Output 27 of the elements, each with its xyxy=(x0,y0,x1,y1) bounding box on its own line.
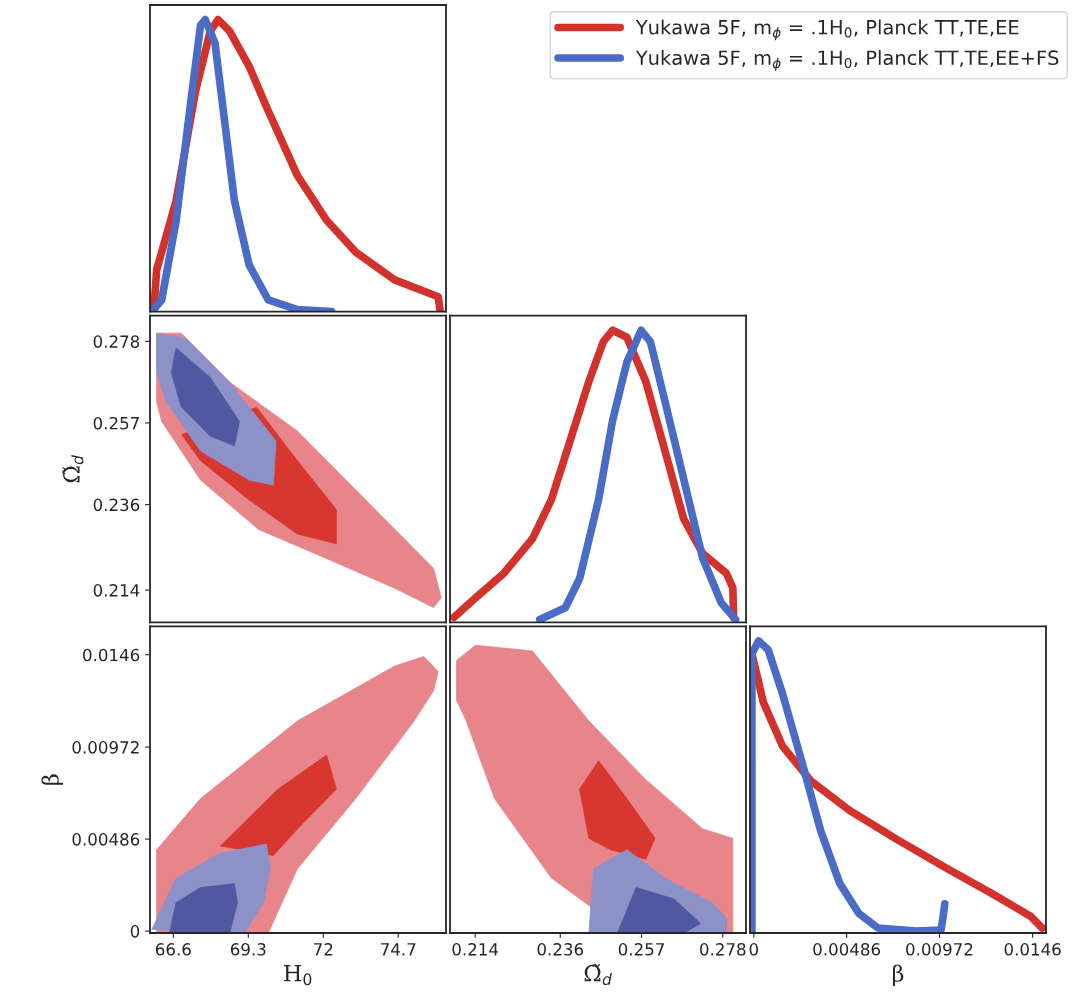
x-tick-label: 0.236 xyxy=(537,943,584,956)
y-tick-label: 0.214 xyxy=(93,584,140,597)
x-tick-label: 0 xyxy=(749,943,759,956)
x-tick-label: 0.00486 xyxy=(813,943,881,956)
legend-label: Yukawa 5F, m$_{ϕ}$ = .1H$_{0}$, Planck TT,TE,EE+FS xyxy=(635,50,1059,71)
x-tick-label: 69.3 xyxy=(230,943,266,956)
x-axis-title: H$_{0}$ xyxy=(284,965,312,986)
x-tick-label: 72 xyxy=(314,943,333,956)
y-tick-label: 0 xyxy=(130,925,140,938)
x-axis-title: Ω̃$_{d}$ xyxy=(584,963,612,986)
x-tick-label: 74.7 xyxy=(381,943,416,956)
y-axis-title: β xyxy=(41,774,64,785)
x-tick-label: 0.00972 xyxy=(906,943,973,956)
y-tick-label: 0.00486 xyxy=(72,833,140,846)
x-axis-title: β xyxy=(892,964,904,987)
x-tick-label: 0.257 xyxy=(618,943,664,956)
y-tick-label: 0.236 xyxy=(93,498,140,512)
x-tick-label: 0.214 xyxy=(452,943,499,956)
x-tick-label: 66.6 xyxy=(155,943,191,956)
legend-label: Yukawa 5F, m$_{ϕ}$ = .1H$_{0}$, Planck TT,TE,EE xyxy=(635,19,1019,41)
x-tick-label: 0.0146 xyxy=(1004,943,1061,956)
y-tick-label: 0.0146 xyxy=(83,648,140,662)
y-tick-label: 0.278 xyxy=(93,335,140,348)
y-axis-title: Ω̃$_{d}$ xyxy=(62,455,84,483)
y-tick-label: 0.257 xyxy=(93,416,139,430)
x-tick-label: 0.278 xyxy=(700,943,746,956)
y-tick-label: 0.00972 xyxy=(72,741,139,754)
